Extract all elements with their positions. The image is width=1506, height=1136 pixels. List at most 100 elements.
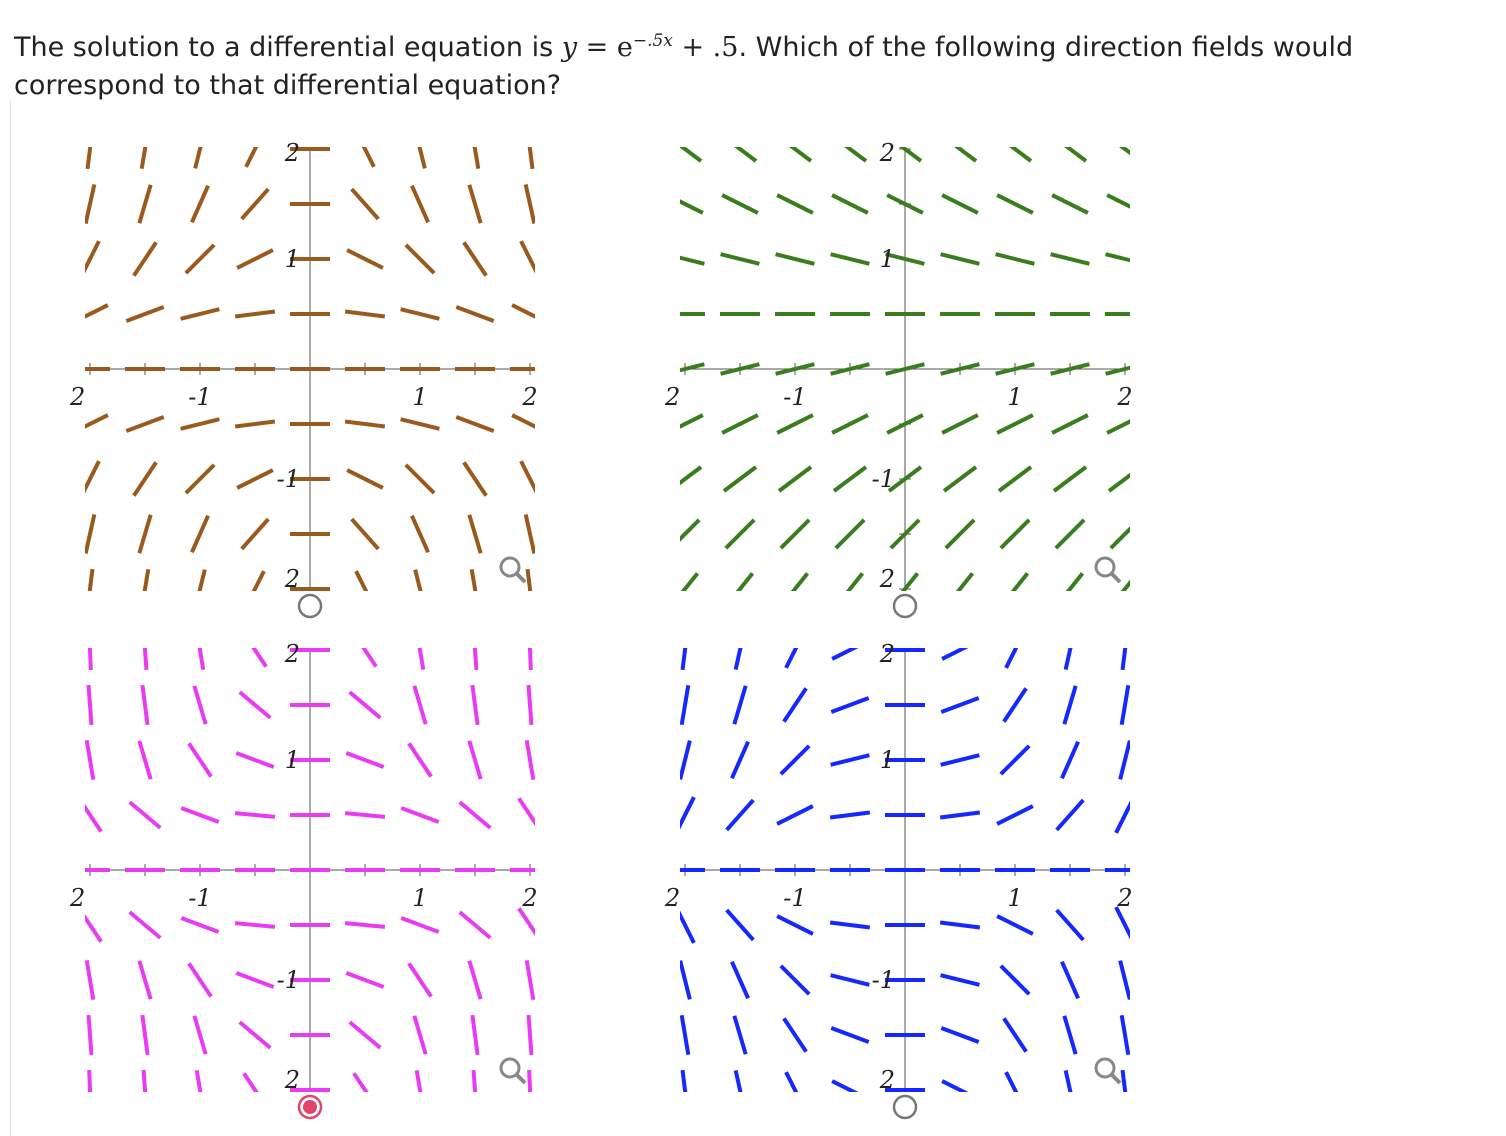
slope-segment [680, 910, 696, 944]
slope-segment [352, 1072, 369, 1092]
slope-segment [1109, 526, 1130, 550]
slope-segment [886, 413, 924, 435]
slope-segment [844, 147, 868, 163]
x-tick-label: 2 [664, 884, 680, 912]
zoom-handle[interactable] [1110, 1073, 1122, 1085]
slope-segment [410, 184, 430, 224]
slope-segment [128, 800, 162, 830]
direction-field: 2 -1 1 2 2 1 -1 2 [664, 640, 1133, 1120]
slope-segment [137, 184, 153, 224]
slope-segment [680, 796, 696, 830]
x-tick-label: -1 [188, 383, 211, 411]
slope-segment [180, 806, 220, 824]
slope-segment [141, 1069, 148, 1092]
slope-segment [940, 973, 980, 987]
slope-segment [830, 1026, 870, 1044]
slope-segment [400, 806, 440, 824]
zoom-glass[interactable] [499, 1057, 521, 1079]
slope-segment [184, 463, 216, 495]
slope-segment [184, 243, 216, 275]
y-tick-label: 2 [284, 640, 300, 668]
slope-segment [458, 910, 492, 940]
slope-segment [1114, 906, 1130, 940]
slope-segment [197, 648, 206, 671]
slope-segment [511, 413, 535, 429]
slope-segment [939, 810, 981, 820]
slope-segment [517, 907, 535, 937]
slope-segment [412, 685, 428, 725]
zoom-icon[interactable] [1094, 556, 1122, 584]
zoom-glass[interactable] [1094, 556, 1116, 578]
slope-segment [725, 908, 755, 942]
slope-segment [85, 460, 101, 494]
slope-segment [1120, 648, 1128, 671]
slope-segment [87, 568, 95, 591]
slope-segment [234, 811, 276, 819]
y-tick-label: -1 [277, 966, 300, 994]
radio-button[interactable] [892, 593, 918, 619]
slope-segment [525, 568, 533, 591]
zoom-icon[interactable] [1094, 1057, 1122, 1085]
slope-segment [240, 517, 270, 551]
slope-segment [776, 193, 814, 215]
slope-segment [85, 514, 97, 554]
x-tick-label: 1 [412, 383, 427, 411]
zoom-glass[interactable] [1094, 1057, 1116, 1079]
slope-segment [180, 417, 220, 431]
slope-segment [732, 1015, 748, 1055]
slope-segment [680, 465, 703, 486]
slope-segment [955, 572, 975, 591]
slope-segment [995, 252, 1035, 266]
slope-segment [790, 572, 810, 591]
slope-segment [776, 914, 814, 936]
zoom-icon[interactable] [499, 556, 527, 584]
slope-segment [782, 1017, 808, 1053]
zoom-handle[interactable] [515, 1073, 527, 1085]
slope-segment [1106, 419, 1130, 435]
slope-segment [519, 240, 535, 274]
slope-segment [190, 514, 210, 554]
slope-segment [720, 362, 760, 376]
slope-segment [1002, 1017, 1028, 1053]
slope-segment [523, 184, 535, 224]
radio-button[interactable] [892, 1094, 918, 1120]
zoom-handle[interactable] [1110, 572, 1122, 584]
slope-segment [1118, 740, 1130, 780]
slope-segment [348, 1020, 382, 1050]
slope-segment [1055, 908, 1085, 942]
radio-button[interactable] [297, 593, 323, 619]
slope-segment [845, 572, 865, 591]
slope-segment [132, 241, 158, 277]
radio-dot[interactable] [303, 1100, 317, 1114]
slope-segment [1060, 960, 1080, 1000]
slope-segment [1106, 193, 1130, 209]
slope-segment [941, 648, 969, 661]
field-area [680, 648, 1130, 1092]
slope-segment [193, 147, 203, 169]
slope-segment [784, 648, 799, 669]
slope-segment [470, 1014, 480, 1056]
slope-segment [680, 740, 692, 780]
slope-segment [511, 303, 535, 319]
slope-segment [680, 572, 700, 591]
slope-segment [404, 243, 436, 275]
slope-segment [1004, 648, 1019, 669]
slope-segment [733, 648, 743, 670]
slope-segment [776, 804, 814, 826]
slope-segment [467, 960, 483, 1000]
zoom-icon[interactable] [499, 1057, 527, 1085]
slope-segment [734, 147, 758, 163]
slope-segment [235, 971, 275, 989]
slope-segment [344, 309, 386, 319]
zoom-glass[interactable] [499, 556, 521, 578]
slope-segment [527, 648, 533, 671]
slope-segment [348, 690, 382, 720]
zoom-handle[interactable] [515, 572, 527, 584]
slope-segment [85, 413, 109, 429]
slope-segment [462, 241, 488, 277]
slope-segment [680, 147, 703, 163]
slope-segment [137, 740, 153, 780]
slope-segment [885, 362, 925, 376]
slope-segment [251, 570, 266, 591]
